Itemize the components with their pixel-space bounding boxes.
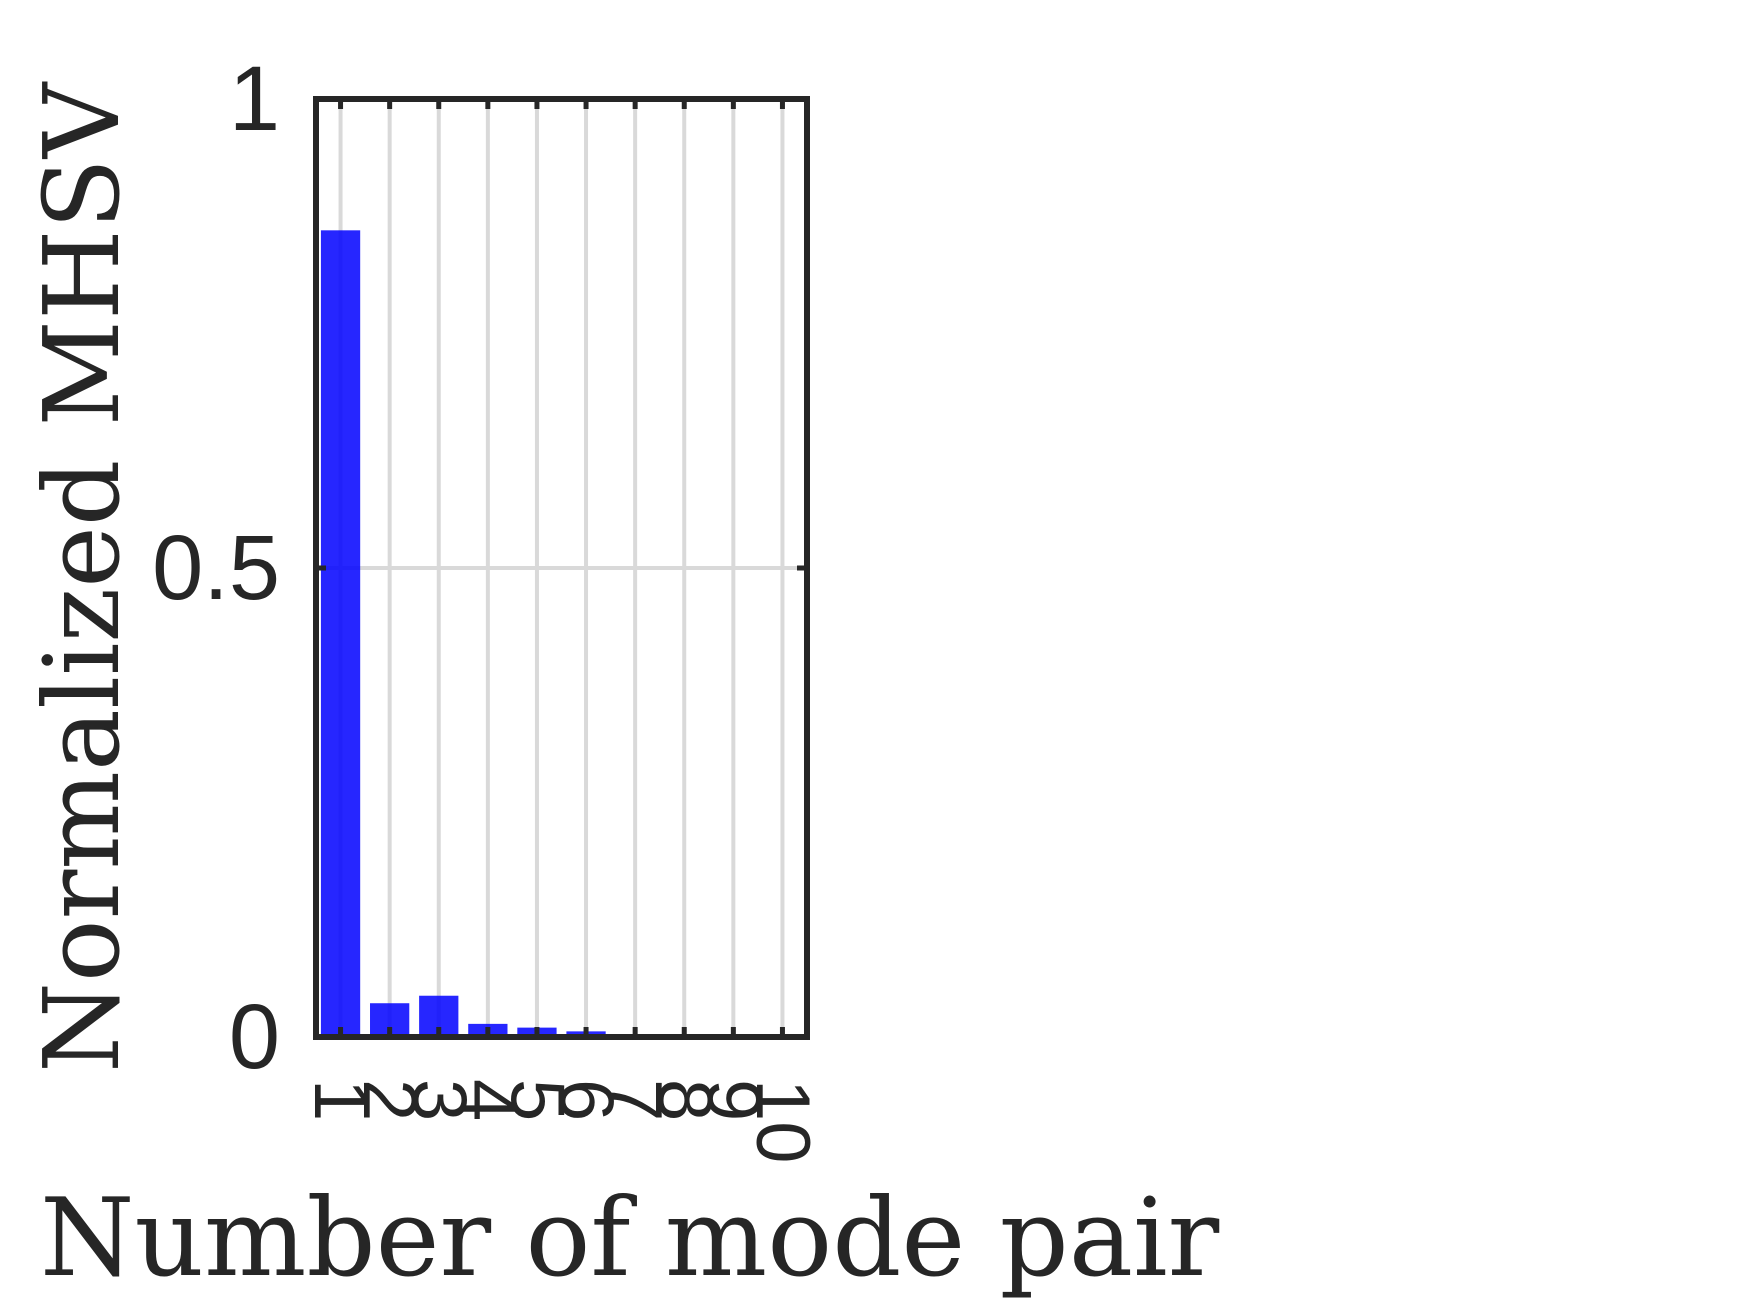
x-tick-label-10: 10 bbox=[740, 1079, 825, 1164]
x-tick-label-6: 6 bbox=[544, 1079, 629, 1121]
x-tick-label-7: 7 bbox=[593, 1079, 678, 1121]
x-tick-label-2: 2 bbox=[347, 1079, 432, 1121]
tick-marks bbox=[316, 96, 807, 1040]
x-tick-label-5: 5 bbox=[494, 1079, 579, 1121]
y-tick-label: 1 bbox=[229, 48, 280, 150]
x-axis-title: Number of mode pair bbox=[40, 1176, 1220, 1301]
y-tick-label: 0.5 bbox=[152, 517, 280, 619]
y-axis-title: Normalized MHSV bbox=[21, 81, 143, 1073]
grid-lines bbox=[316, 99, 807, 1037]
x-tick-label-4: 4 bbox=[445, 1079, 530, 1121]
x-tick-label-1: 1 bbox=[298, 1079, 383, 1121]
x-tick-label-8: 8 bbox=[642, 1079, 727, 1121]
bars bbox=[320, 230, 606, 1037]
x-tick-label-3: 3 bbox=[396, 1079, 481, 1121]
x-tick-label-9: 9 bbox=[691, 1079, 776, 1121]
y-tick-label: 0 bbox=[229, 986, 280, 1088]
bar-1 bbox=[320, 230, 361, 1037]
y-tick-labels: 00.51 bbox=[152, 48, 280, 1088]
